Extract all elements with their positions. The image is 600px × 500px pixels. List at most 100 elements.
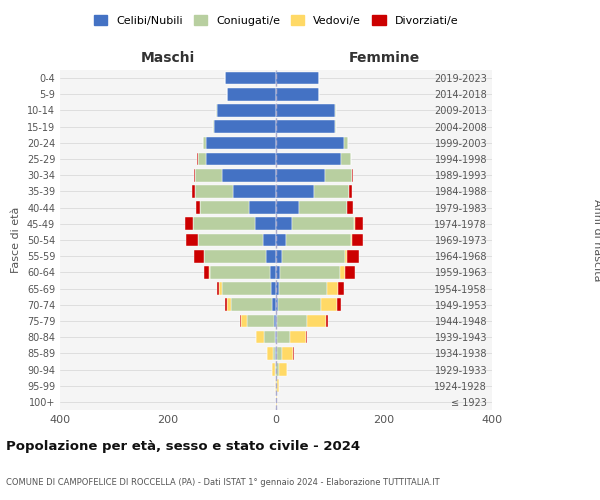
Bar	[194, 169, 195, 181]
Bar	[196, 202, 200, 214]
Bar	[269, 266, 276, 278]
Text: Maschi: Maschi	[141, 51, 195, 65]
Bar	[198, 234, 263, 246]
Bar	[293, 347, 294, 360]
Bar	[185, 218, 193, 230]
Text: Femmine: Femmine	[349, 51, 419, 65]
Bar	[268, 347, 273, 360]
Bar	[276, 169, 325, 181]
Bar	[231, 298, 272, 311]
Bar	[307, 314, 326, 328]
Bar	[292, 218, 354, 230]
Bar	[280, 266, 340, 278]
Bar	[241, 314, 247, 328]
Bar	[276, 396, 277, 408]
Bar	[276, 136, 343, 149]
Bar	[217, 104, 276, 117]
Bar	[266, 250, 276, 262]
Bar	[222, 282, 271, 295]
Bar	[340, 266, 345, 278]
Bar	[217, 282, 220, 295]
Bar	[325, 169, 352, 181]
Bar	[352, 169, 353, 181]
Bar	[282, 347, 293, 360]
Bar	[186, 234, 198, 246]
Bar	[290, 331, 306, 344]
Text: Anni di nascita: Anni di nascita	[592, 198, 600, 281]
Bar	[276, 72, 319, 85]
Bar	[197, 152, 198, 166]
Bar	[349, 185, 352, 198]
Bar	[352, 234, 364, 246]
Bar	[276, 266, 280, 278]
Bar	[350, 234, 352, 246]
Bar	[193, 185, 195, 198]
Bar	[341, 152, 350, 166]
Bar	[198, 152, 206, 166]
Bar	[314, 185, 349, 198]
Bar	[345, 266, 355, 278]
Bar	[344, 250, 347, 262]
Bar	[299, 202, 347, 214]
Bar	[321, 298, 337, 311]
Bar	[227, 298, 231, 311]
Y-axis label: Fasce di età: Fasce di età	[11, 207, 21, 273]
Bar	[277, 380, 279, 392]
Bar	[222, 169, 276, 181]
Bar	[194, 250, 203, 262]
Bar	[209, 266, 210, 278]
Bar	[276, 152, 341, 166]
Bar	[227, 88, 276, 101]
Bar	[204, 250, 266, 262]
Bar	[278, 282, 328, 295]
Bar	[276, 120, 335, 133]
Bar	[276, 88, 319, 101]
Bar	[276, 104, 335, 117]
Text: Popolazione per età, sesso e stato civile - 2024: Popolazione per età, sesso e stato civil…	[6, 440, 360, 453]
Bar	[328, 282, 338, 295]
Bar	[225, 72, 276, 85]
Bar	[338, 282, 343, 295]
Bar	[277, 314, 307, 328]
Bar	[286, 234, 350, 246]
Bar	[210, 266, 269, 278]
Bar	[276, 282, 278, 295]
Text: COMUNE DI CAMPOFELICE DI ROCCELLA (PA) - Dati ISTAT 1° gennaio 2024 - Elaborazio: COMUNE DI CAMPOFELICE DI ROCCELLA (PA) -…	[6, 478, 440, 487]
Bar	[274, 314, 276, 328]
Bar	[275, 380, 276, 392]
Bar	[276, 185, 314, 198]
Bar	[220, 282, 222, 295]
Bar	[213, 120, 214, 133]
Bar	[263, 234, 276, 246]
Bar	[276, 298, 278, 311]
Bar	[193, 218, 256, 230]
Bar	[343, 136, 348, 149]
Bar	[276, 250, 283, 262]
Bar	[276, 314, 277, 328]
Bar	[203, 136, 206, 149]
Bar	[233, 185, 276, 198]
Bar	[276, 202, 299, 214]
Bar	[275, 331, 276, 344]
Bar	[272, 363, 275, 376]
Bar	[272, 298, 276, 311]
Bar	[283, 250, 344, 262]
Bar	[247, 314, 274, 328]
Bar	[275, 363, 276, 376]
Bar	[249, 202, 276, 214]
Bar	[203, 266, 209, 278]
Bar	[335, 120, 337, 133]
Bar	[271, 282, 276, 295]
Bar	[278, 298, 321, 311]
Bar	[256, 218, 276, 230]
Bar	[276, 234, 286, 246]
Bar	[264, 331, 275, 344]
Bar	[225, 298, 227, 311]
Bar	[326, 314, 328, 328]
Bar	[306, 331, 307, 344]
Bar	[206, 152, 276, 166]
Bar	[206, 136, 276, 149]
Bar	[256, 331, 264, 344]
Bar	[195, 169, 222, 181]
Bar	[195, 185, 233, 198]
